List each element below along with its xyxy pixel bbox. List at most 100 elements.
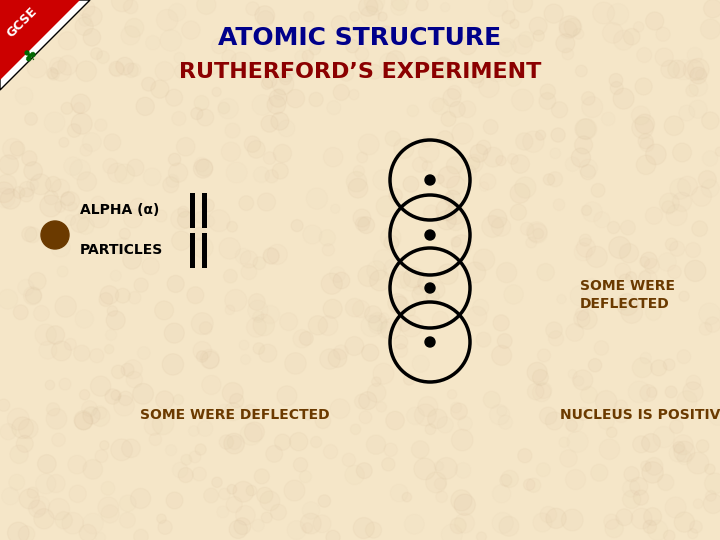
Circle shape xyxy=(686,375,701,390)
Circle shape xyxy=(58,0,74,10)
Circle shape xyxy=(436,200,457,220)
Circle shape xyxy=(162,354,184,375)
Circle shape xyxy=(562,509,583,531)
Circle shape xyxy=(61,103,73,114)
Circle shape xyxy=(77,172,96,191)
Circle shape xyxy=(414,458,436,480)
Circle shape xyxy=(551,128,565,142)
Circle shape xyxy=(260,491,280,511)
Circle shape xyxy=(345,336,364,355)
Circle shape xyxy=(73,345,90,361)
Circle shape xyxy=(212,477,222,488)
Circle shape xyxy=(342,453,356,467)
Circle shape xyxy=(99,441,109,450)
Circle shape xyxy=(616,509,633,525)
Circle shape xyxy=(467,157,480,170)
Circle shape xyxy=(104,345,114,354)
Circle shape xyxy=(22,227,37,242)
Circle shape xyxy=(451,429,473,451)
Circle shape xyxy=(308,316,328,335)
Circle shape xyxy=(82,6,102,26)
Circle shape xyxy=(631,117,654,139)
Circle shape xyxy=(394,344,408,357)
Circle shape xyxy=(539,407,557,424)
Circle shape xyxy=(75,17,94,36)
Circle shape xyxy=(253,314,274,336)
Circle shape xyxy=(37,30,47,40)
Circle shape xyxy=(123,360,143,379)
Circle shape xyxy=(318,495,330,507)
Circle shape xyxy=(40,195,62,217)
Circle shape xyxy=(412,286,428,302)
Circle shape xyxy=(687,452,708,474)
Circle shape xyxy=(582,286,601,306)
Circle shape xyxy=(171,208,192,230)
Circle shape xyxy=(447,390,456,399)
Circle shape xyxy=(496,156,506,166)
Circle shape xyxy=(134,278,148,292)
Circle shape xyxy=(234,518,251,535)
Circle shape xyxy=(703,494,720,514)
Circle shape xyxy=(499,516,519,536)
Circle shape xyxy=(149,433,161,446)
Circle shape xyxy=(10,141,25,156)
Circle shape xyxy=(326,530,340,540)
Circle shape xyxy=(492,346,512,366)
Circle shape xyxy=(176,138,195,156)
Circle shape xyxy=(678,176,698,196)
Circle shape xyxy=(451,237,461,247)
Circle shape xyxy=(482,215,503,238)
Circle shape xyxy=(34,306,49,321)
Circle shape xyxy=(83,460,103,479)
Circle shape xyxy=(698,171,716,188)
Circle shape xyxy=(300,513,321,534)
Circle shape xyxy=(107,306,117,316)
Circle shape xyxy=(441,112,456,126)
Circle shape xyxy=(284,62,297,75)
Circle shape xyxy=(59,137,69,147)
Circle shape xyxy=(367,383,386,402)
Circle shape xyxy=(552,102,567,118)
Circle shape xyxy=(621,220,635,235)
Circle shape xyxy=(254,469,269,484)
Circle shape xyxy=(361,344,379,361)
Circle shape xyxy=(24,112,37,125)
Circle shape xyxy=(445,204,465,225)
Circle shape xyxy=(423,205,438,220)
Circle shape xyxy=(95,450,108,463)
Circle shape xyxy=(651,360,667,376)
Circle shape xyxy=(142,258,159,275)
Circle shape xyxy=(526,237,536,248)
Circle shape xyxy=(257,487,273,503)
Circle shape xyxy=(434,478,446,490)
Circle shape xyxy=(10,445,28,463)
Circle shape xyxy=(261,512,272,523)
Circle shape xyxy=(454,494,475,515)
Circle shape xyxy=(51,60,71,81)
Circle shape xyxy=(224,433,244,454)
Circle shape xyxy=(576,119,597,139)
Circle shape xyxy=(239,195,253,211)
Circle shape xyxy=(548,172,562,187)
Circle shape xyxy=(228,435,241,449)
Circle shape xyxy=(34,509,54,529)
Circle shape xyxy=(660,193,679,213)
Circle shape xyxy=(692,186,711,206)
Circle shape xyxy=(510,184,530,203)
Circle shape xyxy=(588,359,602,372)
Circle shape xyxy=(287,90,305,108)
Circle shape xyxy=(479,77,499,98)
Circle shape xyxy=(7,522,29,540)
Circle shape xyxy=(78,0,95,17)
Circle shape xyxy=(516,133,533,150)
Circle shape xyxy=(593,2,614,24)
Circle shape xyxy=(498,334,512,348)
Circle shape xyxy=(48,498,70,520)
Circle shape xyxy=(526,478,541,492)
Circle shape xyxy=(263,248,279,264)
Circle shape xyxy=(636,155,656,174)
Circle shape xyxy=(80,144,92,156)
Circle shape xyxy=(394,335,408,349)
Circle shape xyxy=(575,136,593,154)
Circle shape xyxy=(261,78,272,90)
